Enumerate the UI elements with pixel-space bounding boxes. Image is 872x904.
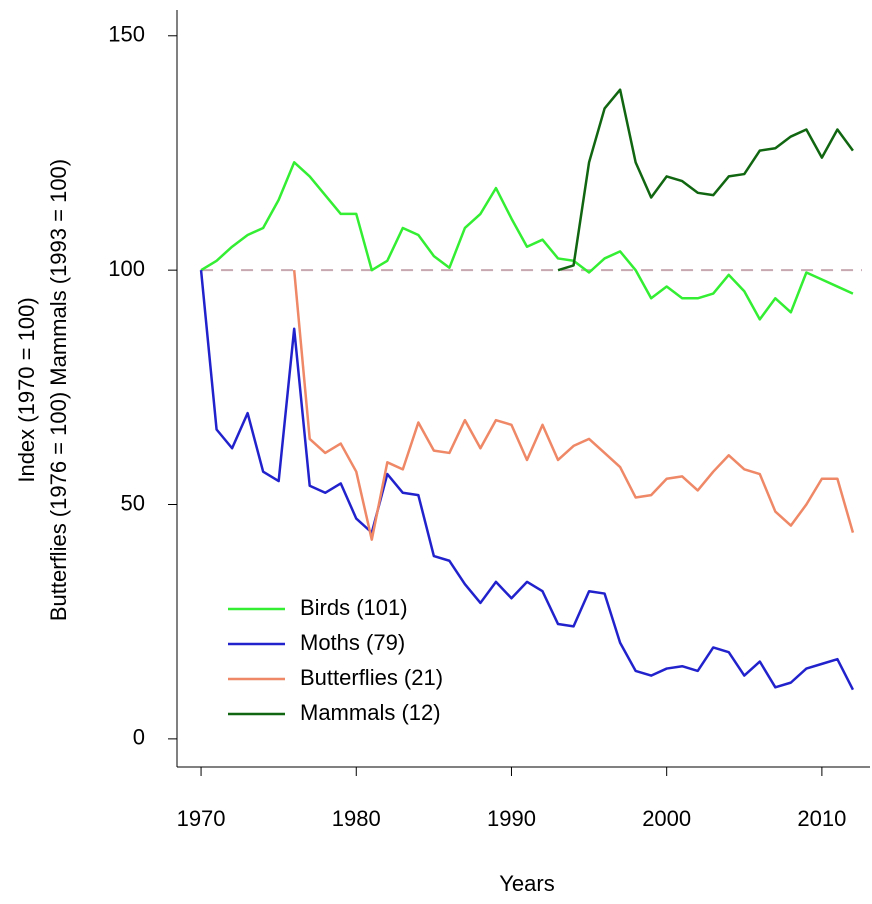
series-line [292, 270, 855, 541]
series-line [557, 88, 854, 272]
series-line [200, 161, 854, 321]
legend-label: Birds (101) [300, 595, 408, 620]
y-axis-title: Index (1970 = 100) [14, 297, 39, 482]
y-tick-label: 0 [133, 725, 145, 750]
x-tick-label: 1990 [487, 806, 536, 831]
x-tick-label: 2000 [642, 806, 691, 831]
x-tick-label: 2010 [797, 806, 846, 831]
y-tick-label: 100 [108, 256, 145, 281]
x-tick-label: 1980 [332, 806, 381, 831]
y-axis-title: Butterflies (1976 = 100) Mammals (1993 =… [46, 159, 71, 621]
legend-label: Moths (79) [300, 630, 405, 655]
x-axis-title: Years [499, 871, 554, 896]
series-line [199, 270, 855, 691]
legend-label: Butterflies (21) [300, 665, 443, 690]
y-tick-label: 150 [108, 22, 145, 47]
legend-label: Mammals (12) [300, 700, 441, 725]
y-tick-label: 50 [121, 490, 145, 515]
x-tick-label: 1970 [177, 806, 226, 831]
